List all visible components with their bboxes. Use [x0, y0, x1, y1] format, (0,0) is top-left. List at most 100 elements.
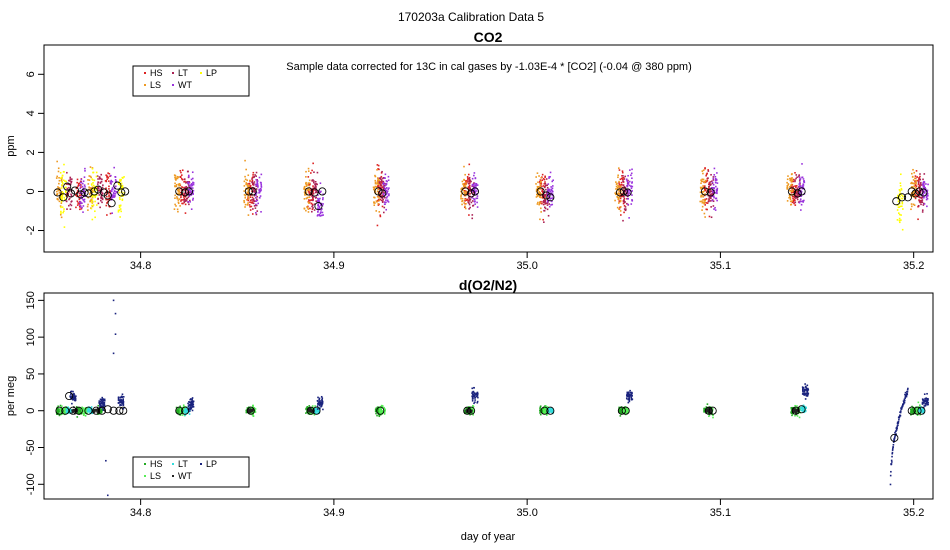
o2n2-point	[544, 409, 547, 411]
co2-point	[628, 192, 631, 194]
co2-point	[710, 180, 713, 183]
co2-point	[312, 192, 315, 195]
co2-point	[191, 184, 194, 187]
co2-point	[705, 198, 708, 200]
co2-mean-marker	[314, 202, 323, 211]
co2-point	[540, 196, 542, 199]
co2-point	[385, 187, 387, 190]
co2-point	[110, 179, 113, 182]
co2-point	[385, 184, 387, 186]
o2n2-point	[804, 383, 806, 385]
o2n2-point	[806, 394, 809, 396]
co2-point	[796, 198, 799, 201]
co2-point	[305, 182, 307, 185]
co2-point	[79, 192, 82, 194]
o2n2-point	[624, 412, 627, 414]
o2n2-point	[74, 399, 77, 402]
co2-point	[58, 182, 60, 185]
o2n2-point	[73, 394, 76, 396]
o2n2-point	[96, 410, 99, 413]
co2-point	[311, 208, 314, 211]
co2-mean-marker	[892, 197, 901, 206]
o2n2-point	[539, 410, 541, 412]
co2-point	[799, 185, 801, 187]
co2-point	[920, 203, 922, 206]
co2-point	[65, 192, 68, 194]
o2n2-legend-box	[132, 456, 250, 488]
co2-point	[788, 186, 791, 188]
o2n2-point	[58, 408, 61, 411]
co2-point	[373, 204, 376, 207]
co2-point	[537, 188, 539, 191]
o2n2-point	[621, 407, 623, 409]
co2-point	[914, 184, 917, 187]
co2-point	[917, 183, 920, 186]
o2n2-point	[799, 407, 801, 409]
co2-point	[76, 195, 78, 198]
co2-point	[252, 190, 254, 193]
co2-point	[255, 183, 258, 186]
co2-point	[472, 183, 475, 186]
co2-point	[189, 201, 191, 203]
co2-point	[624, 201, 626, 203]
co2-point	[901, 205, 903, 208]
co2-point	[541, 185, 543, 188]
co2-point	[701, 201, 704, 204]
co2-point	[618, 182, 620, 184]
o2n2-point	[618, 410, 620, 413]
co2-point	[475, 197, 477, 200]
co2-point	[536, 195, 539, 197]
co2-point	[916, 179, 918, 182]
co2-point	[385, 208, 388, 211]
co2-point	[190, 208, 193, 210]
co2-point	[112, 195, 114, 197]
co2-point	[80, 202, 82, 205]
co2-point	[466, 176, 469, 178]
co2-point	[706, 172, 708, 175]
co2-point	[243, 190, 245, 192]
o2n2-y-tick-label: 0	[25, 408, 37, 414]
o2n2-point	[911, 412, 913, 414]
co2-point	[897, 200, 900, 203]
co2-point	[310, 202, 313, 205]
co2-point	[178, 183, 181, 185]
co2-point	[921, 183, 924, 186]
o2n2-point	[897, 420, 900, 423]
co2-point	[114, 195, 116, 197]
co2-point	[192, 182, 195, 184]
co2-y-tick-label: 4	[25, 110, 37, 116]
co2-point	[319, 182, 322, 185]
co2-point	[107, 177, 110, 179]
co2-point	[255, 211, 257, 214]
co2-mean-marker	[63, 182, 72, 191]
co2-point	[700, 195, 702, 198]
co2-point	[386, 199, 389, 202]
co2-point	[95, 186, 98, 189]
co2-point	[922, 182, 924, 185]
co2-mean-marker	[103, 191, 112, 200]
co2-point	[97, 189, 100, 192]
co2-point	[463, 191, 465, 193]
co2-point	[380, 187, 382, 190]
o2n2-point	[911, 410, 914, 413]
o2n2-point	[383, 411, 386, 414]
co2-point	[303, 207, 306, 210]
o2n2-point	[628, 400, 631, 403]
co2-point	[626, 184, 628, 187]
co2-point	[623, 200, 625, 203]
co2-point	[622, 184, 625, 186]
co2-point	[541, 189, 544, 191]
co2-point	[709, 200, 712, 202]
o2n2-point	[925, 400, 928, 402]
co2-title: CO2	[474, 29, 503, 45]
o2n2-point	[99, 398, 102, 401]
co2-point	[251, 179, 254, 182]
co2-point	[99, 206, 101, 209]
o2n2-point	[901, 407, 903, 409]
o2n2-point	[550, 409, 552, 412]
co2-point	[714, 175, 717, 178]
o2n2-point	[185, 412, 188, 414]
co2-point	[189, 193, 191, 196]
co2-point	[254, 196, 257, 199]
o2n2-point	[623, 411, 625, 413]
